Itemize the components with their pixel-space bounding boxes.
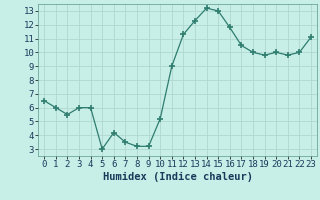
X-axis label: Humidex (Indice chaleur): Humidex (Indice chaleur)	[103, 172, 252, 182]
